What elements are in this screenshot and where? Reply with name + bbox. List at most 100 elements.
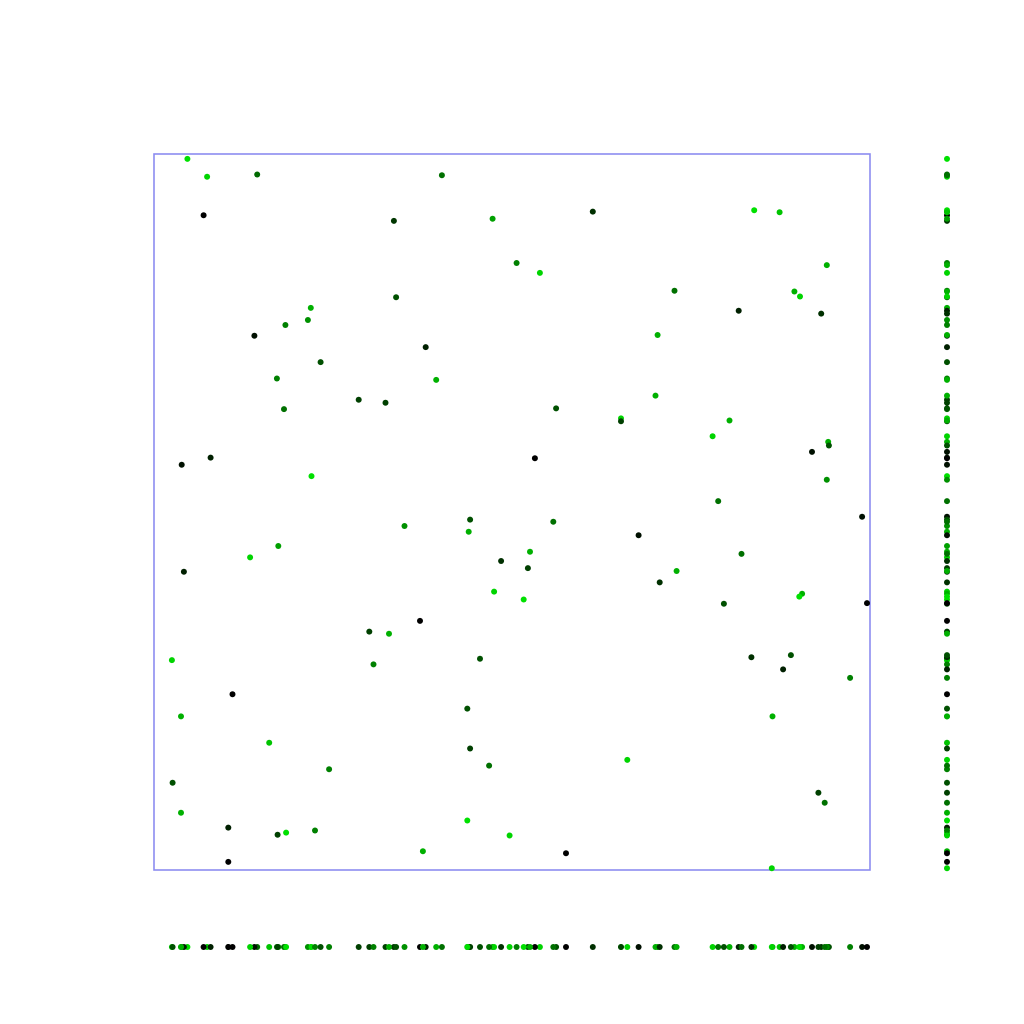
- scatter-point: [809, 448, 815, 455]
- x-rug-point: [780, 944, 787, 950]
- x-rug-point: [393, 944, 400, 950]
- scatter-point: [200, 212, 207, 219]
- scatter-point: [735, 307, 742, 314]
- y-rug-point: [944, 756, 950, 763]
- x-rug-point: [618, 944, 624, 950]
- scatter-point: [796, 593, 803, 600]
- scatter-point: [751, 207, 758, 214]
- x-rug-point: [815, 944, 822, 950]
- x-rug-point: [401, 944, 408, 950]
- scatter-point: [382, 399, 389, 406]
- y-rug-point: [944, 543, 950, 549]
- scatter-point: [726, 417, 733, 424]
- x-rug-point: [787, 944, 794, 950]
- scatter-point: [225, 824, 232, 831]
- scatter-point: [304, 317, 311, 323]
- scatter-point: [273, 375, 280, 382]
- scatter-point: [780, 666, 787, 673]
- x-rug-point: [274, 944, 281, 950]
- x-rug-point: [821, 944, 828, 950]
- scatter-point: [281, 406, 287, 413]
- scatter-point: [491, 588, 498, 595]
- scatter-point: [825, 442, 832, 449]
- x-rug-point: [433, 944, 440, 950]
- scatter-point: [709, 433, 716, 440]
- x-rug-point: [563, 944, 569, 950]
- scatter-point: [401, 523, 408, 529]
- y-rug-point: [944, 674, 950, 681]
- scatter-point: [393, 294, 400, 301]
- scatter-point: [536, 269, 543, 276]
- x-rug-point: [726, 944, 733, 950]
- scatter-point: [823, 476, 830, 483]
- y-rug-point: [944, 789, 950, 796]
- scatter-point: [524, 565, 531, 572]
- scatter-point: [433, 376, 440, 383]
- x-rug-point: [438, 944, 445, 950]
- scatter-point: [312, 827, 318, 834]
- scatter-point: [326, 766, 333, 773]
- y-rug-point: [944, 568, 950, 574]
- x-rug-point: [531, 944, 538, 950]
- scatter-point: [720, 600, 727, 607]
- scatter-point: [184, 155, 191, 162]
- y-rug-point: [944, 209, 950, 216]
- x-rug-point: [178, 944, 184, 950]
- scatter-point: [498, 558, 505, 564]
- y-rug-point: [944, 827, 950, 834]
- scatter-point: [527, 548, 533, 555]
- y-rug-point: [944, 779, 950, 786]
- x-rug-point: [491, 944, 498, 950]
- x-rug-point: [536, 944, 543, 950]
- scatter-point: [797, 293, 803, 300]
- y-rug-point: [944, 215, 950, 222]
- y-rug-point: [944, 630, 950, 637]
- x-rug-point: [864, 944, 870, 950]
- scatter-point: [283, 829, 290, 836]
- x-rug-point: [513, 944, 520, 950]
- x-rug-point: [624, 944, 631, 950]
- scatter-point: [282, 322, 289, 328]
- y-rug-point: [944, 392, 950, 399]
- x-rug-point: [656, 944, 663, 950]
- x-rug-point: [498, 944, 505, 950]
- y-rug-point: [944, 476, 950, 483]
- scatter-point: [465, 528, 472, 535]
- scatter-point: [390, 217, 397, 224]
- scatter-point: [247, 554, 254, 561]
- y-rug-point: [944, 832, 950, 839]
- y-rug-point: [944, 600, 950, 607]
- scatter-point: [180, 568, 187, 575]
- x-marginal-rug: [168, 944, 870, 950]
- y-rug-point: [944, 172, 950, 179]
- scatter-point: [815, 789, 822, 796]
- scatter-point: [438, 172, 445, 179]
- x-rug-point: [527, 944, 533, 950]
- y-rug-point: [944, 498, 950, 505]
- y-rug-point: [944, 850, 950, 857]
- x-rug-point: [464, 944, 471, 950]
- x-rug-point: [200, 944, 207, 950]
- scatter-point: [207, 454, 214, 461]
- y-rug-point: [944, 322, 950, 328]
- scatter-point: [715, 498, 722, 505]
- scatter-point: [370, 661, 377, 668]
- x-rug-point: [673, 944, 680, 950]
- x-rug-point: [506, 944, 513, 950]
- y-rug-point: [944, 705, 950, 712]
- y-rug-point: [944, 558, 950, 564]
- y-rug-point: [944, 448, 950, 455]
- scatter-point: [563, 850, 569, 857]
- x-rug-point: [748, 944, 755, 950]
- x-rug-point: [550, 944, 557, 950]
- y-rug-point: [944, 713, 950, 720]
- x-rug-point: [366, 944, 373, 950]
- y-rug-point: [944, 310, 950, 317]
- y-rug-point: [944, 269, 950, 276]
- scatter-point: [776, 209, 783, 216]
- y-rug-point: [944, 262, 950, 269]
- scatter-point: [489, 215, 496, 222]
- y-rug-point: [944, 666, 950, 673]
- scatter-point: [307, 304, 314, 311]
